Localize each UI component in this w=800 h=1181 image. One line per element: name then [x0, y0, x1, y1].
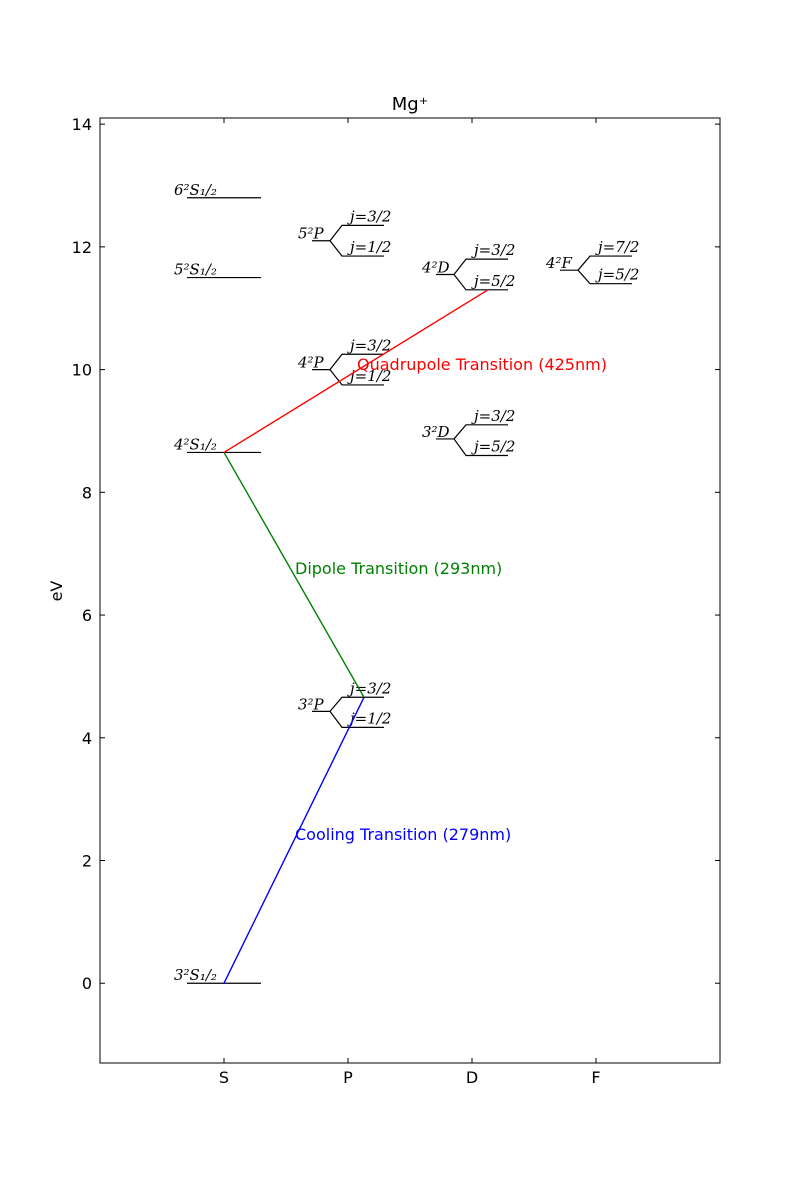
upper-sublevel-line [577, 255, 632, 271]
y-tick-label: 0 [82, 974, 92, 993]
upper-sublevel-line [329, 224, 384, 242]
lower-sublevel-line [453, 438, 508, 457]
transition-line [223, 452, 365, 698]
y-axis-label: eV [47, 581, 66, 602]
transition-label: Dipole Transition (293nm) [295, 559, 502, 578]
plot-frame [99, 117, 721, 1064]
lower-sublevel-line [577, 269, 632, 285]
upper-j-label: j=3/2 [471, 241, 515, 259]
y-tick-label: 8 [82, 483, 92, 502]
transition-line [223, 289, 489, 454]
lower-j-label: j=5/2 [595, 266, 639, 284]
transition-line [223, 696, 365, 984]
upper-j-label: j=3/2 [347, 679, 391, 697]
parent-level-label: 3²P [298, 695, 325, 713]
upper-sublevel-line [329, 696, 384, 712]
upper-j-label: j=7/2 [595, 238, 639, 256]
s-level-label: 3²S₁/₂ [174, 966, 217, 984]
lower-j-label: j=5/2 [471, 272, 515, 290]
y-tick-label: 4 [82, 729, 92, 748]
y-tick-label: 10 [72, 361, 92, 380]
lower-sublevel-line [329, 711, 384, 728]
chart-marks: 0 2 4 6 8 10 12 14 S P D F 3²S₁/₂ 4²S₁/₂ 5²S₁/₂ 6²S₁/₂ 3… [72, 115, 720, 1087]
upper-j-label: j=3/2 [347, 336, 391, 354]
parent-level-label: 4²P [297, 354, 325, 372]
parent-level-label: 4²D [421, 258, 450, 276]
lower-j-label: j=5/2 [471, 438, 515, 456]
x-tick-label: S [219, 1068, 229, 1087]
lower-sublevel-line [329, 240, 384, 257]
y-tick-label: 14 [72, 115, 92, 134]
s-level-label: 6²S₁/₂ [174, 181, 217, 199]
upper-j-label: j=3/2 [471, 407, 515, 425]
lower-sublevel-line [329, 369, 384, 386]
lower-sublevel-line [453, 274, 508, 291]
y-tick-label: 12 [72, 238, 92, 257]
lower-j-label: j=1/2 [347, 238, 391, 256]
s-level-label: 5²S₁/₂ [174, 261, 217, 279]
upper-sublevel-line [329, 353, 384, 370]
y-tick-label: 6 [82, 606, 92, 625]
parent-level-label: 3²D [422, 423, 450, 441]
s-level-label: 4²S₁/₂ [173, 435, 217, 453]
y-tick-label: 2 [82, 852, 92, 871]
upper-sublevel-line [453, 424, 508, 440]
lower-j-label: j=1/2 [347, 709, 391, 727]
chart-title: Mg⁺ [392, 94, 428, 115]
upper-sublevel-line [453, 258, 508, 275]
transition-label: Cooling Transition (279nm) [295, 825, 511, 844]
x-tick-label: F [591, 1068, 600, 1087]
x-tick-label: D [466, 1068, 478, 1087]
upper-j-label: j=3/2 [347, 207, 391, 225]
lower-j-label: j=1/2 [347, 367, 391, 385]
transition-label: Quadrupole Transition (425nm) [357, 355, 607, 374]
parent-level-label: 4²F [545, 254, 573, 272]
parent-level-label: 5²P [298, 225, 325, 243]
x-tick-label: P [343, 1068, 353, 1087]
